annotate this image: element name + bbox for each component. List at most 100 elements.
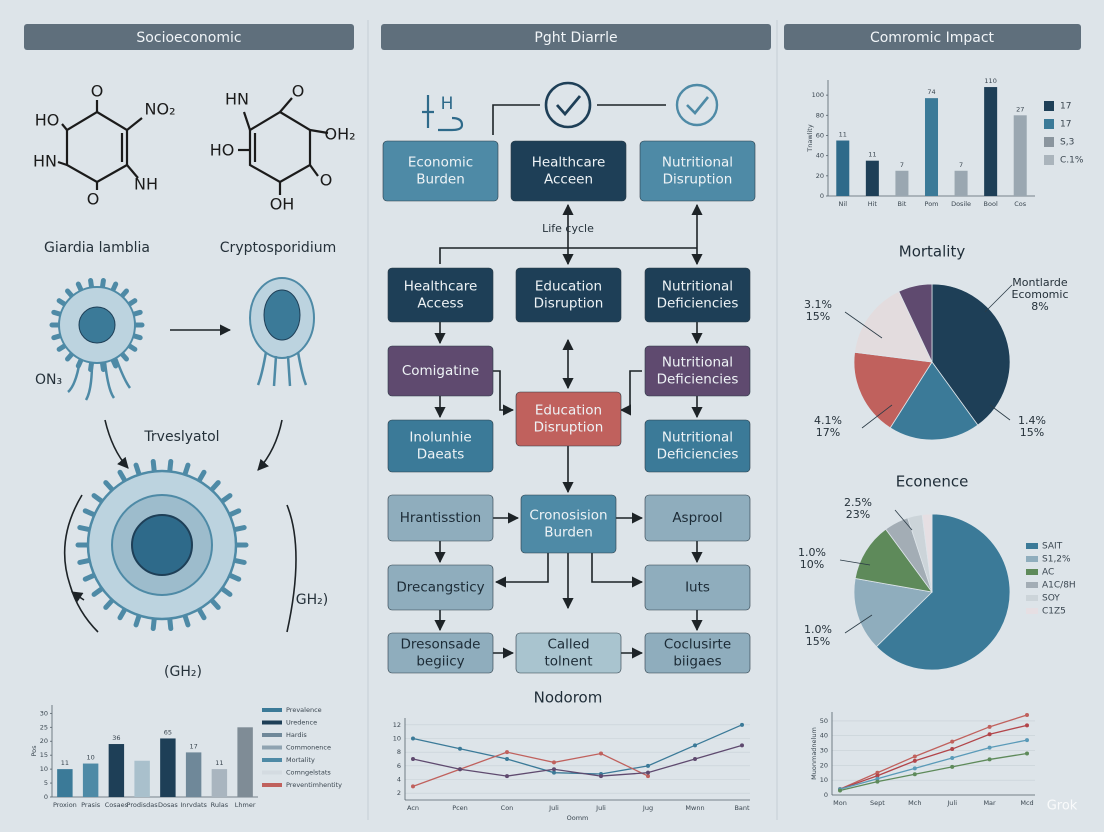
chart-title: Mortality: [899, 243, 966, 261]
x-tick-label: Lhmer: [235, 801, 256, 809]
legend-label: A1C/8H: [1042, 581, 1076, 591]
legend-label: Prevalence: [286, 706, 322, 714]
flow-node: [515, 267, 622, 323]
line-point: [987, 757, 992, 762]
flow-node: [644, 494, 751, 542]
cell-label: ON₃: [35, 372, 62, 388]
bar-annotation: 7: [959, 161, 963, 169]
legend-label: SAIT: [1042, 542, 1063, 552]
flow-connectors: [434, 104, 703, 659]
flow-node-label: Daeats: [417, 447, 465, 463]
y-tick-label: 80: [816, 111, 824, 119]
bar: [185, 752, 202, 797]
flow-node-label: Nutritional: [662, 279, 733, 295]
y-tick-label: 0: [824, 791, 828, 799]
y-tick-label: 20: [40, 737, 48, 745]
y-tick-label: 6: [397, 762, 401, 770]
x-tick-label: Con: [501, 804, 514, 812]
x-tick-label: Bant: [734, 804, 750, 812]
atom-label: HO: [210, 141, 235, 160]
line-point: [693, 757, 697, 761]
legend-label: Preventimhentity: [286, 781, 342, 789]
header-title: Comromic Impact: [870, 30, 995, 46]
bar-annotation: 11: [868, 151, 876, 159]
legend-swatch: [1026, 582, 1038, 588]
connector: [492, 104, 540, 135]
pie-slice: [931, 283, 1011, 426]
x-axis-label: Oomm: [567, 814, 589, 822]
y-tick-label: 12: [393, 721, 401, 729]
flow-node-label: Comigatine: [402, 363, 479, 379]
flow-node-label: Healthcare: [404, 279, 478, 295]
pie-annotation: 17%: [816, 426, 840, 439]
line-point: [875, 773, 880, 778]
legend-label: Comngelstats: [286, 769, 331, 777]
x-tick-label: Juli: [595, 804, 606, 812]
pie-annotation: 15%: [1020, 426, 1044, 439]
y-tick-label: 40: [820, 732, 828, 740]
chart-title: Econence: [896, 473, 969, 491]
y-tick-label: 8: [397, 748, 401, 756]
line-point: [950, 739, 955, 744]
cell-nucleus: [131, 514, 193, 576]
line-point: [950, 764, 955, 769]
legend-label: AC: [1042, 568, 1054, 578]
line-series: [412, 751, 649, 787]
line-point: [1025, 723, 1029, 728]
y-tick-label: 5: [44, 779, 48, 787]
bar-annotation: 110: [984, 77, 996, 85]
flow-node-label: Disruption: [534, 420, 604, 436]
y-axis-label: Tnawlity: [806, 124, 814, 153]
flow-node-label: Acceen: [544, 172, 593, 188]
flow-node: [644, 419, 751, 473]
arrow: [257, 419, 283, 471]
bar: [160, 738, 176, 797]
x-tick-label: Juli: [946, 799, 957, 807]
cell-label: (GH₂): [164, 664, 202, 680]
pie-annotation: 23%: [846, 508, 870, 521]
flow-node: [644, 632, 751, 674]
flow-node-label: Drecangsticy: [396, 580, 484, 596]
line-series: [839, 724, 1028, 790]
x-tick-label: Cosaes: [105, 801, 129, 809]
y-tick-label: 4: [397, 776, 401, 784]
x-tick-label: Juli: [548, 804, 559, 812]
line-series: [412, 744, 743, 777]
line-point: [740, 743, 744, 748]
flow-node-label: Disruption: [534, 296, 604, 312]
x-tick-label: Mon: [833, 799, 847, 807]
y-tick-label: 60: [816, 131, 824, 139]
y-tick-label: 10: [820, 776, 828, 784]
header-title: Pght Diarrle: [534, 30, 617, 46]
flow-node-label: Access: [417, 296, 463, 312]
cell-illustrations: [49, 277, 315, 632]
x-tick-label: Mch: [908, 799, 921, 807]
legend-swatch: [1044, 119, 1054, 129]
flow-node-label: Deficiencies: [657, 447, 739, 463]
bar: [1013, 115, 1027, 196]
cell-spikes: [75, 458, 249, 632]
bar: [865, 160, 879, 196]
line-point: [875, 776, 880, 781]
line-point: [1025, 712, 1029, 717]
line-point: [599, 774, 603, 779]
flow-node: [387, 345, 494, 397]
flow-node: [387, 267, 494, 323]
line-point: [505, 757, 509, 761]
bar: [82, 763, 99, 797]
line-point: [693, 743, 697, 748]
y-tick-label: 0: [820, 192, 824, 200]
flow-node: [515, 632, 622, 674]
y-tick-label: 20: [820, 761, 828, 769]
molecule-structure: [57, 97, 329, 195]
legend-swatch: [1044, 137, 1054, 147]
leader-line: [861, 404, 893, 429]
y-tick-label: 25: [40, 723, 48, 731]
pie-slice: [875, 513, 1011, 671]
legend-swatch: [262, 708, 282, 712]
x-tick-label: Acn: [407, 804, 419, 812]
flow-node-label: Burden: [544, 525, 593, 541]
pie-slice: [853, 577, 933, 648]
flow-node-label: Cronosision: [529, 508, 607, 524]
legend-label: S,3: [1060, 138, 1074, 148]
